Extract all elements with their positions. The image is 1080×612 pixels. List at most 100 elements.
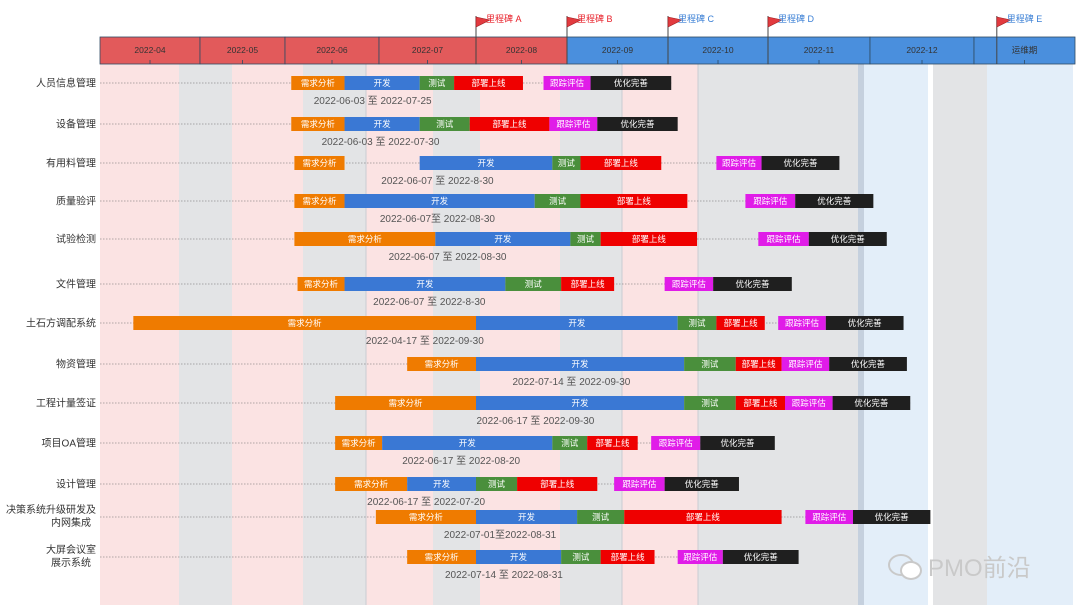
phase-bar [476, 357, 685, 371]
phase-bar-label: 开发 [431, 196, 449, 206]
background-band [232, 64, 303, 605]
row-label: 展示系统 [51, 556, 91, 569]
phase-bar-label: 优化完善 [735, 279, 770, 289]
phase-bar-label: 开发 [416, 279, 434, 289]
phase-bar-label: 开发 [494, 234, 512, 244]
row-date-label: 2022-06-07 至 2022-08-30 [389, 251, 507, 263]
phase-bar [335, 436, 383, 450]
phase-bar [664, 477, 739, 491]
milestone-label: 里程碑 A [486, 13, 522, 24]
phase-bar [534, 194, 581, 208]
phase-bar-label: 跟踪评估 [683, 552, 718, 562]
phase-bar-label: 测试 [572, 552, 590, 562]
phase-bar [716, 156, 762, 170]
phase-bar-label: 测试 [428, 78, 446, 88]
phase-bar-label: 优化完善 [854, 398, 889, 408]
phase-bar-label: 开发 [568, 318, 586, 328]
phase-bar-label: 需求分析 [302, 158, 337, 168]
month-label: 2022-04 [134, 45, 165, 55]
phase-bar-label: 优化完善 [620, 119, 655, 129]
task-row: 试验检测 需求分析 开发 测试 部署上线 跟踪评估 优化完善 2022-06-07 至 202… [56, 232, 887, 263]
milestone-flag-icon [667, 16, 683, 28]
phase-bar [291, 76, 345, 90]
phase-bar [476, 550, 562, 564]
month-label: 2022-09 [602, 45, 633, 55]
phase-bar-label: 部署上线 [742, 359, 777, 369]
month-label: 2022-05 [227, 45, 258, 55]
phase-bar-label: 跟踪评估 [788, 359, 823, 369]
phase-bar-label: 需求分析 [389, 398, 424, 408]
phase-bar-label: 优化完善 [817, 196, 852, 206]
phase-bar [651, 436, 701, 450]
phase-bar [716, 316, 765, 330]
row-label: 质量验评 [56, 195, 96, 208]
phase-bar [335, 477, 408, 491]
row-date-label: 2022-06-03 至 2022-07-30 [322, 136, 440, 148]
phase-bar-label: 优化完善 [744, 552, 779, 562]
row-label: 设计管理 [56, 478, 96, 491]
phase-bar-label: 跟踪评估 [622, 479, 657, 489]
phase-bar [344, 194, 535, 208]
month-label: 2022-11 [804, 45, 835, 55]
phase-bar [517, 477, 598, 491]
month-header: 2022-04 2022-05 2022-06 2022-07 2022-08 2022-… [99, 36, 1076, 65]
phase-bar-label: 部署上线 [617, 196, 652, 206]
phase-bar [435, 232, 571, 246]
row-date-label: 2022-06-17 至 2022-08-20 [402, 455, 520, 467]
phase-bar [600, 232, 698, 246]
phase-bar-label: 需求分析 [425, 552, 460, 562]
phase-bar [853, 510, 931, 524]
phase-bar [825, 316, 904, 330]
row-label: 有用料管理 [46, 157, 96, 170]
phase-bar-label: 跟踪评估 [722, 158, 757, 168]
phase-bar [805, 510, 853, 524]
phase-bar-label: 跟踪评估 [550, 78, 585, 88]
phase-bar [580, 156, 662, 170]
phase-bar-label: 开发 [459, 438, 477, 448]
task-row: 项目OA管理 需求分析 开发 测试 部署上线 跟踪评估 优化完善 2022-06-17 至 2… [42, 436, 775, 467]
milestone-flag-icon [996, 16, 1012, 28]
phase-bar [677, 316, 717, 330]
phase-bar [735, 396, 785, 410]
phase-bar [785, 396, 833, 410]
phase-bar-label: 优化完善 [614, 78, 649, 88]
phase-bar-label: 测试 [549, 196, 567, 206]
row-label: 试验检测 [56, 233, 96, 246]
phase-bar-label: 测试 [488, 479, 506, 489]
phase-bar [552, 436, 588, 450]
row-label: 人员信息管理 [36, 77, 96, 90]
background-band [928, 64, 933, 605]
milestone-flag-icon [566, 16, 582, 28]
phase-bar-label: 需求分析 [301, 119, 336, 129]
phase-bar [684, 396, 736, 410]
phase-bar [291, 117, 345, 131]
phase-bar-label: 测试 [689, 318, 707, 328]
task-row: 土石方调配系统 需求分析 开发 测试 部署上线 跟踪评估 优化完善 2022-04-17 至 … [26, 316, 904, 347]
phase-bar [795, 194, 874, 208]
month-label: 2022-10 [702, 45, 733, 55]
phase-bar [419, 76, 455, 90]
phase-bar-label: 测试 [561, 438, 579, 448]
row-label: 大屏会议室 [46, 543, 96, 556]
watermark: PMO前沿 [888, 548, 1031, 583]
row-label: 内网集成 [51, 516, 91, 529]
phase-bar [758, 232, 809, 246]
phase-bar [808, 232, 887, 246]
phase-bar [580, 194, 688, 208]
watermark-text: PMO前沿 [928, 555, 1031, 582]
phase-bar [778, 316, 826, 330]
phase-bar [407, 477, 476, 491]
month-label: 2022-12 [906, 45, 937, 55]
phase-bar-label: 跟踪评估 [812, 512, 847, 522]
row-date-label: 2022-06-07至 2022-08-30 [380, 213, 496, 225]
phase-bar-label: 部署上线 [604, 158, 639, 168]
wechat-icon [888, 552, 922, 580]
phase-bar [297, 277, 345, 291]
phase-bar-label: 跟踪评估 [792, 398, 827, 408]
row-label: 设备管理 [56, 118, 96, 131]
phase-bar-label: 测试 [436, 119, 454, 129]
month-label: 2022-07 [412, 45, 443, 55]
background-band [100, 64, 179, 605]
phase-bar [832, 396, 911, 410]
